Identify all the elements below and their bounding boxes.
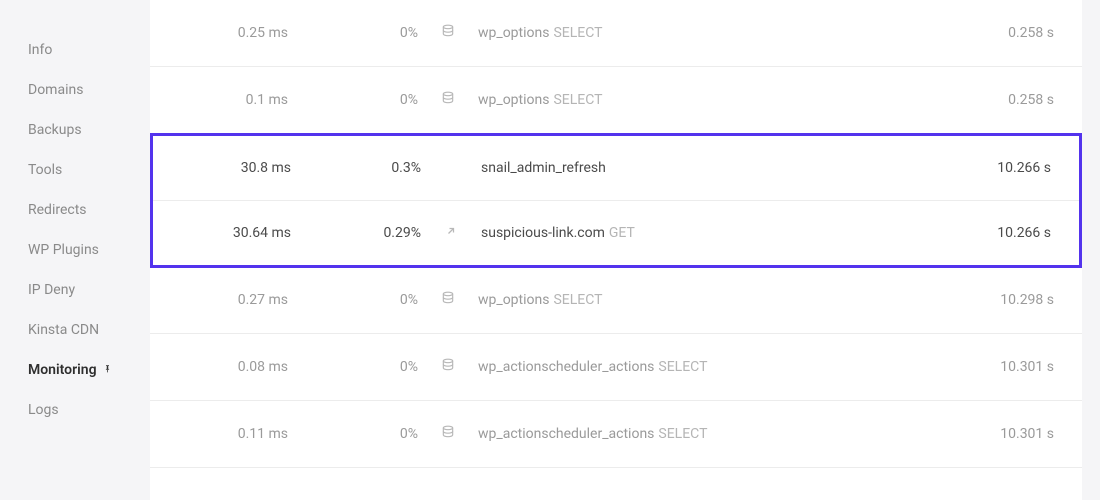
cell-time: 10.266 s bbox=[941, 160, 1051, 176]
highlighted-rows: 30.8 ms0.3%snail_admin_refresh10.266 s30… bbox=[150, 133, 1082, 268]
pin-icon bbox=[103, 363, 112, 378]
database-icon bbox=[441, 425, 455, 443]
sidebar-item-label: Backups bbox=[28, 122, 82, 138]
cell-name: suspicious-link.comGET bbox=[481, 225, 941, 241]
sidebar-item-label: Kinsta CDN bbox=[28, 322, 99, 338]
cell-name: snail_admin_refresh bbox=[481, 160, 941, 176]
cell-type-icon bbox=[418, 24, 478, 42]
sidebar-item-info[interactable]: Info bbox=[28, 30, 150, 70]
cell-name: wp_actionscheduler_actionsSELECT bbox=[478, 359, 944, 375]
query-name: wp_options bbox=[478, 25, 549, 41]
query-name: suspicious-link.com bbox=[481, 225, 605, 241]
cell-time: 10.266 s bbox=[941, 225, 1051, 241]
cell-duration: 0.25 ms bbox=[178, 25, 288, 41]
sidebar-item-label: Logs bbox=[28, 402, 59, 418]
sidebar: Info Domains Backups Tools Redirects WP Plugi… bbox=[0, 0, 150, 500]
monitoring-table: 0.25 ms0%wp_optionsSELECT0.258 s0.1 ms0%… bbox=[150, 0, 1082, 500]
cell-time: 10.301 s bbox=[944, 426, 1054, 442]
sidebar-item-label: Domains bbox=[28, 82, 83, 98]
database-icon bbox=[441, 358, 455, 376]
cell-duration: 0.08 ms bbox=[178, 359, 288, 375]
sidebar-item-ip-deny[interactable]: IP Deny bbox=[28, 270, 150, 310]
table-row[interactable]: 30.8 ms0.3% snail_admin_refresh 10.266 s bbox=[153, 136, 1079, 201]
table-row[interactable]: 30.64 ms0.29%suspicious-link.comGET10.26… bbox=[153, 201, 1079, 265]
sidebar-item-monitoring[interactable]: Monitoring bbox=[28, 350, 150, 390]
cell-duration: 0.11 ms bbox=[178, 426, 288, 442]
sidebar-item-label: WP Plugins bbox=[28, 242, 99, 258]
sidebar-item-domains[interactable]: Domains bbox=[28, 70, 150, 110]
cell-time: 10.301 s bbox=[944, 359, 1054, 375]
sidebar-item-tools[interactable]: Tools bbox=[28, 150, 150, 190]
query-name: wp_options bbox=[478, 292, 549, 308]
query-name: wp_actionscheduler_actions bbox=[478, 359, 654, 375]
query-name: snail_admin_refresh bbox=[481, 160, 606, 176]
cell-percent: 0.29% bbox=[291, 225, 421, 241]
cell-percent: 0% bbox=[288, 25, 418, 41]
table-row[interactable]: 0.08 ms0% wp_actionscheduler_actionsSELEC… bbox=[150, 334, 1082, 401]
cell-name: wp_optionsSELECT bbox=[478, 92, 944, 108]
query-method: GET bbox=[609, 225, 635, 241]
query-method: SELECT bbox=[553, 25, 602, 41]
table-row[interactable]: 0.11 ms0% wp_actionscheduler_actionsSELEC… bbox=[150, 401, 1082, 468]
table-row[interactable]: 0.1 ms0%wp_optionsSELECT0.258 s bbox=[150, 67, 1082, 134]
cell-type-icon bbox=[418, 425, 478, 443]
table-row[interactable]: 0.27 ms0%wp_optionsSELECT10.298 s bbox=[150, 267, 1082, 334]
cell-name: wp_optionsSELECT bbox=[478, 292, 944, 308]
cell-percent: 0% bbox=[288, 292, 418, 308]
cell-duration: 0.27 ms bbox=[178, 292, 288, 308]
cell-percent: 0% bbox=[288, 359, 418, 375]
database-icon bbox=[441, 91, 455, 109]
table-row[interactable]: 0.25 ms0%wp_optionsSELECT0.258 s bbox=[150, 0, 1082, 67]
database-icon bbox=[441, 291, 455, 309]
cell-type-icon bbox=[418, 291, 478, 309]
query-name: wp_actionscheduler_actions bbox=[478, 426, 654, 442]
cell-time: 10.298 s bbox=[944, 292, 1054, 308]
cell-type-icon bbox=[421, 225, 481, 241]
sidebar-item-label: Info bbox=[28, 42, 52, 58]
cell-duration: 30.64 ms bbox=[181, 225, 291, 241]
cell-time: 0.258 s bbox=[944, 92, 1054, 108]
sidebar-item-redirects[interactable]: Redirects bbox=[28, 190, 150, 230]
cell-name: wp_actionscheduler_actionsSELECT bbox=[478, 426, 944, 442]
cell-duration: 30.8 ms bbox=[181, 160, 291, 176]
query-method: SELECT bbox=[553, 292, 602, 308]
query-method: SELECT bbox=[553, 92, 602, 108]
sidebar-item-label: IP Deny bbox=[28, 282, 75, 298]
cell-time: 0.258 s bbox=[944, 25, 1054, 41]
sidebar-item-label: Redirects bbox=[28, 202, 87, 218]
query-name: wp_options bbox=[478, 92, 549, 108]
cell-percent: 0% bbox=[288, 92, 418, 108]
cell-duration: 0.1 ms bbox=[178, 92, 288, 108]
sidebar-item-backups[interactable]: Backups bbox=[28, 110, 150, 150]
database-icon bbox=[441, 24, 455, 42]
cell-percent: 0.3% bbox=[291, 160, 421, 176]
cell-name: wp_optionsSELECT bbox=[478, 25, 944, 41]
sidebar-item-label: Monitoring bbox=[28, 362, 97, 378]
external-link-icon bbox=[445, 225, 457, 241]
sidebar-item-label: Tools bbox=[28, 162, 62, 178]
cell-type-icon bbox=[418, 91, 478, 109]
cell-type-icon bbox=[418, 358, 478, 376]
sidebar-item-logs[interactable]: Logs bbox=[28, 390, 150, 430]
query-method: SELECT bbox=[658, 426, 707, 442]
sidebar-item-kinsta-cdn[interactable]: Kinsta CDN bbox=[28, 310, 150, 350]
sidebar-item-wp-plugins[interactable]: WP Plugins bbox=[28, 230, 150, 270]
cell-percent: 0% bbox=[288, 426, 418, 442]
query-method: SELECT bbox=[658, 359, 707, 375]
